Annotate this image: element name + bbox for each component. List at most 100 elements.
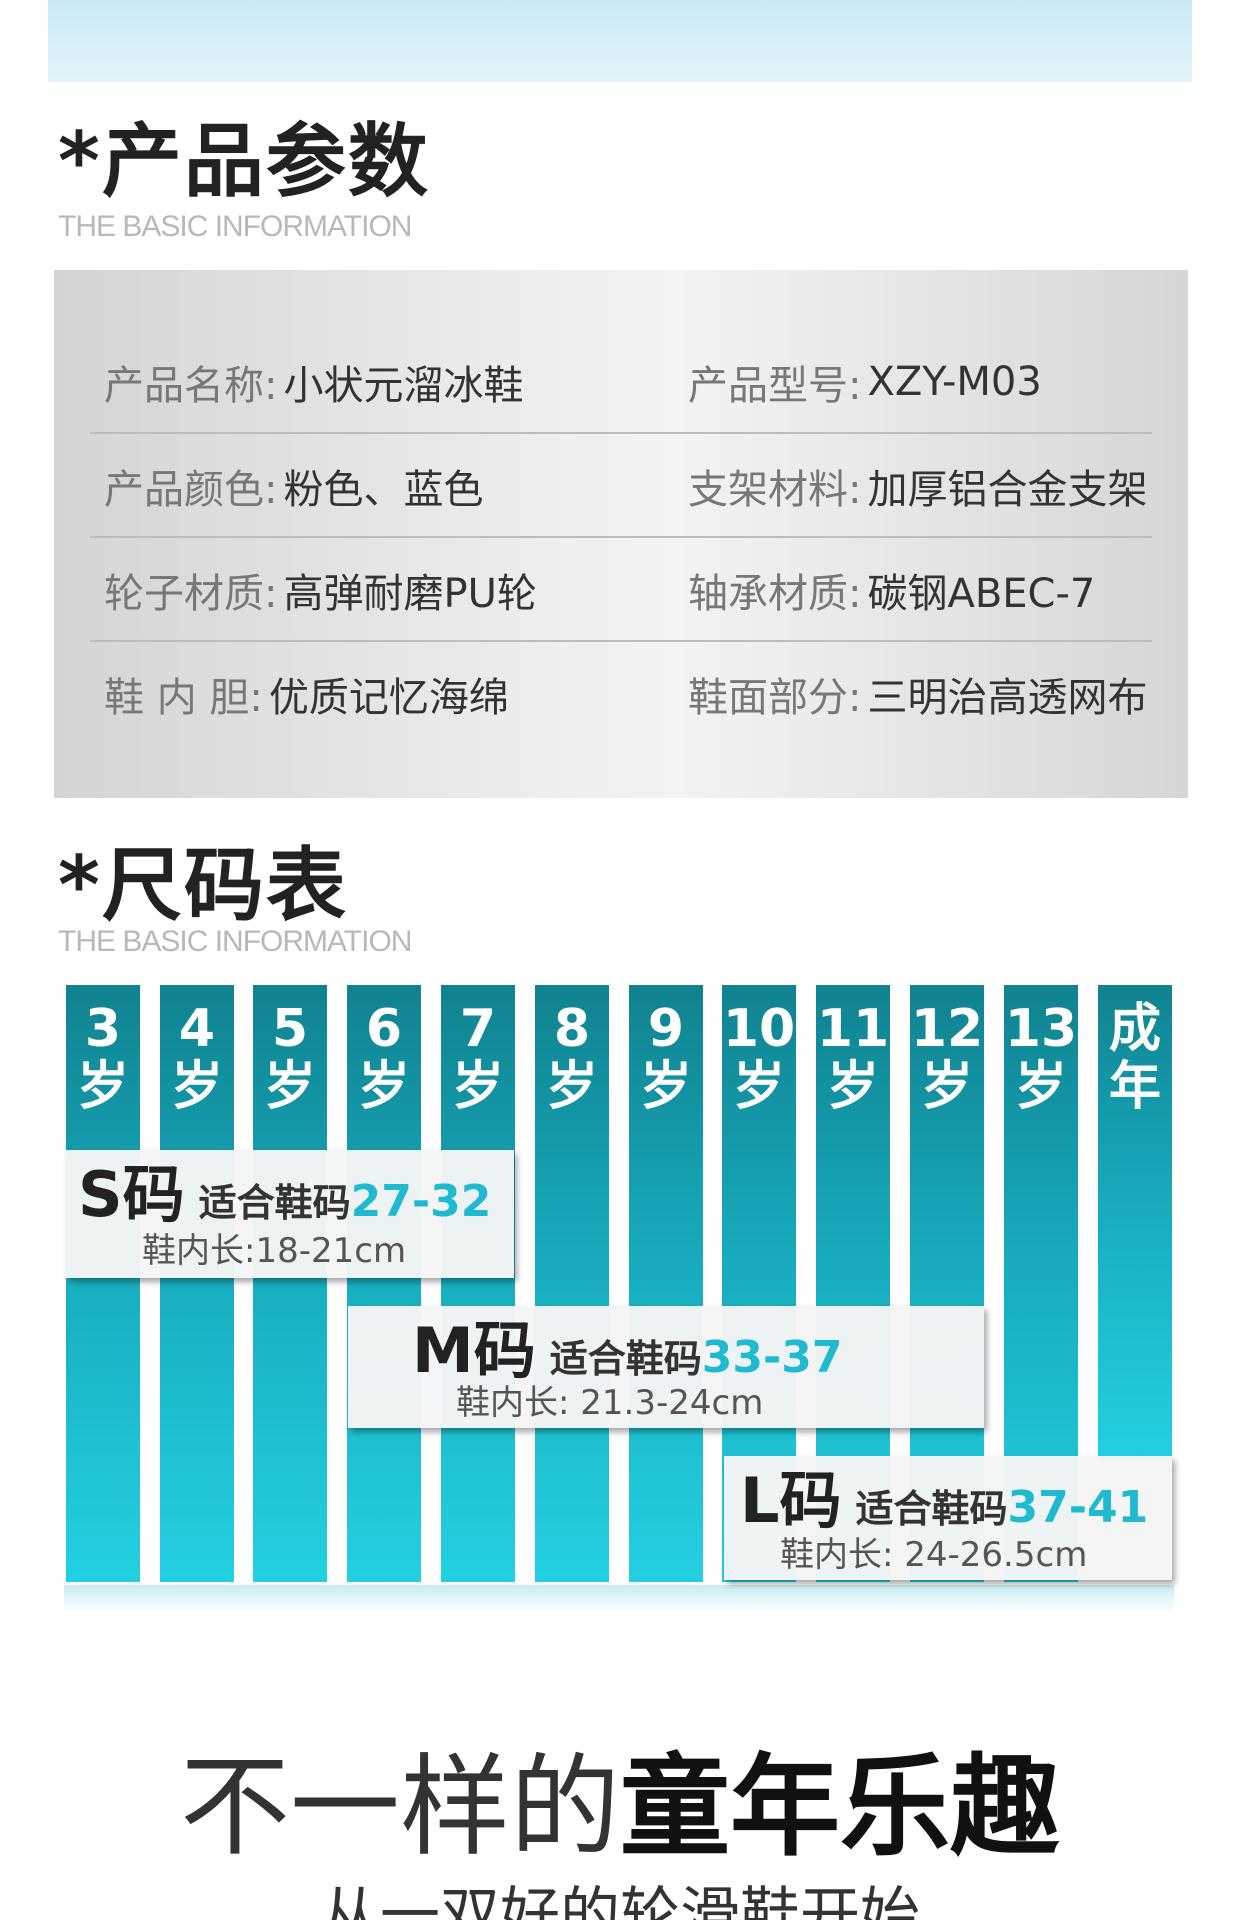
age-number: 5 bbox=[271, 999, 309, 1059]
age-unit: 岁 bbox=[263, 1057, 316, 1117]
age-bar-label: 11 岁 bbox=[816, 1000, 890, 1116]
age-unit: 岁 bbox=[826, 1057, 879, 1117]
age-bar bbox=[66, 985, 140, 1582]
param-label: 鞋面部分: bbox=[688, 675, 862, 721]
param-cell-left: 产品颜色: 粉色、蓝色 bbox=[104, 434, 483, 538]
age-bar-label: 13 岁 bbox=[1004, 1000, 1078, 1116]
age-number: 7 bbox=[459, 999, 497, 1059]
params-row: 鞋 内 胆: 优质记忆海绵 鞋面部分: 三明治高透网布 bbox=[54, 642, 1188, 746]
param-value: 高弹耐磨PU轮 bbox=[283, 571, 537, 617]
age-unit: 岁 bbox=[1014, 1057, 1067, 1117]
param-label: 产品型号: bbox=[688, 363, 862, 409]
size-fit-label: 适合鞋码 bbox=[198, 1181, 351, 1225]
age-number: 12 bbox=[910, 999, 984, 1059]
age-number: 6 bbox=[365, 999, 403, 1059]
age-unit: 岁 bbox=[639, 1057, 692, 1117]
params-row: 轮子材质: 高弹耐磨PU轮 轴承材质: 碳钢ABEC-7 bbox=[54, 538, 1188, 642]
row-divider bbox=[90, 640, 1152, 642]
age-bar-label: 12 岁 bbox=[910, 1000, 984, 1116]
age-unit: 岁 bbox=[357, 1057, 410, 1117]
param-value: 粉色、蓝色 bbox=[283, 467, 484, 513]
age-number: 13 bbox=[1004, 999, 1078, 1059]
slogan-thin: 不一样的 bbox=[180, 1743, 620, 1871]
age-bar bbox=[629, 985, 703, 1582]
age-unit: 岁 bbox=[732, 1057, 785, 1117]
size-chart-subtitle: THE BASIC INFORMATION bbox=[58, 925, 412, 958]
param-label: 支架材料: bbox=[688, 467, 862, 513]
size-code: L码 bbox=[740, 1464, 842, 1537]
age-unit: 岁 bbox=[920, 1057, 973, 1117]
age-number: 8 bbox=[553, 999, 591, 1059]
size-range: 27-32 bbox=[350, 1176, 492, 1227]
age-bar bbox=[160, 985, 234, 1582]
age-bar-label: 10 岁 bbox=[722, 1000, 796, 1116]
params-row: 产品颜色: 粉色、蓝色 支架材料: 加厚铝合金支架 bbox=[54, 434, 1188, 538]
size-fit-label: 适合鞋码 bbox=[549, 1337, 702, 1381]
param-label: 产品颜色: bbox=[104, 467, 278, 513]
param-cell-left: 轮子材质: 高弹耐磨PU轮 bbox=[104, 538, 537, 642]
age-number: 成 bbox=[1108, 999, 1161, 1059]
param-cell-right: 轴承材质: 碳钢ABEC-7 bbox=[688, 538, 1095, 642]
row-divider bbox=[90, 432, 1152, 434]
age-bar bbox=[535, 985, 609, 1582]
age-unit: 岁 bbox=[76, 1057, 129, 1117]
age-bar bbox=[441, 985, 515, 1582]
top-banner-band bbox=[48, 0, 1192, 82]
param-value: 加厚铝合金支架 bbox=[867, 467, 1148, 513]
size-fit-label: 适合鞋码 bbox=[855, 1487, 1008, 1531]
param-value: 三明治高透网布 bbox=[867, 675, 1148, 721]
size-code: S码 bbox=[78, 1158, 185, 1231]
size-range: 37-41 bbox=[1007, 1482, 1149, 1533]
param-cell-right: 支架材料: 加厚铝合金支架 bbox=[688, 434, 1147, 538]
product-params-panel bbox=[54, 270, 1188, 798]
param-value: 碳钢ABEC-7 bbox=[867, 571, 1096, 617]
age-bar bbox=[253, 985, 327, 1582]
size-box-l: L码 适合鞋码37-41 鞋内长: 24-26.5cm bbox=[724, 1456, 1172, 1580]
product-params-subtitle: THE BASIC INFORMATION bbox=[58, 210, 412, 243]
param-label: 轮子材质: bbox=[104, 571, 278, 617]
size-code: M码 bbox=[412, 1314, 536, 1387]
slogan-bold: 童年乐趣 bbox=[620, 1743, 1060, 1871]
param-label: 鞋 内 胆: bbox=[104, 675, 263, 721]
size-box-m: M码 适合鞋码33-37 鞋内长: 21.3-24cm bbox=[348, 1306, 984, 1428]
size-box-s: S码 适合鞋码27-32 鞋内长:18-21cm bbox=[66, 1150, 514, 1278]
param-cell-right: 鞋面部分: 三明治高透网布 bbox=[688, 642, 1147, 746]
size-length: 鞋内长: 21.3-24cm bbox=[456, 1383, 764, 1423]
age-unit: 年 bbox=[1108, 1057, 1161, 1117]
size-range: 33-37 bbox=[701, 1332, 843, 1383]
size-chart-title: *尺码表 bbox=[58, 839, 348, 932]
size-length: 鞋内长:18-21cm bbox=[142, 1231, 407, 1271]
age-unit: 岁 bbox=[451, 1057, 504, 1117]
age-bar-label: 成年 bbox=[1098, 1000, 1172, 1116]
age-number: 9 bbox=[647, 999, 685, 1059]
slogan-subtitle: 从一双好的轮滑鞋开始 bbox=[320, 1881, 920, 1920]
slogan: 不一样的童年乐趣 bbox=[0, 1752, 1240, 1862]
age-number: 4 bbox=[178, 999, 216, 1059]
age-number: 10 bbox=[722, 999, 796, 1059]
param-cell-right: 产品型号: XZY-M03 bbox=[688, 330, 1042, 434]
size-length: 鞋内长: 24-26.5cm bbox=[780, 1535, 1088, 1575]
param-label: 产品名称: bbox=[104, 363, 278, 409]
age-bar bbox=[1098, 985, 1172, 1460]
age-bar bbox=[347, 985, 421, 1582]
age-unit: 岁 bbox=[545, 1057, 598, 1117]
param-cell-left: 产品名称: 小状元溜冰鞋 bbox=[104, 330, 523, 434]
param-value: 优质记忆海绵 bbox=[268, 675, 509, 721]
age-number: 11 bbox=[816, 999, 890, 1059]
param-cell-left: 鞋 内 胆: 优质记忆海绵 bbox=[104, 642, 509, 746]
bars-reflection bbox=[64, 1585, 1174, 1613]
params-row: 产品名称: 小状元溜冰鞋 产品型号: XZY-M03 bbox=[54, 330, 1188, 434]
age-number: 3 bbox=[84, 999, 122, 1059]
param-label: 轴承材质: bbox=[688, 571, 862, 617]
age-unit: 岁 bbox=[170, 1057, 223, 1117]
param-value: 小状元溜冰鞋 bbox=[283, 363, 524, 409]
product-params-title: *产品参数 bbox=[58, 115, 430, 208]
row-divider bbox=[90, 536, 1152, 538]
